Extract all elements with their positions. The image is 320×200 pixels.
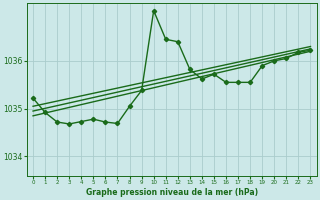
X-axis label: Graphe pression niveau de la mer (hPa): Graphe pression niveau de la mer (hPa)	[86, 188, 258, 197]
